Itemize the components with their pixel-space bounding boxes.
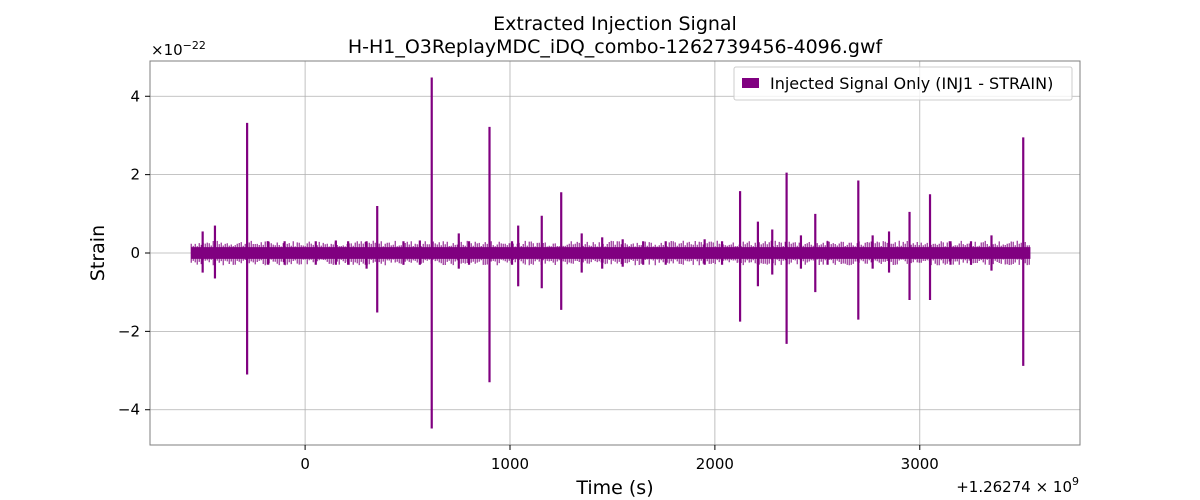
chart-title: Extracted Injection Signal [493, 13, 737, 35]
y-axis-ticks: −4 −2 0 2 4 [118, 87, 150, 419]
legend-label: Injected Signal Only (INJ1 - STRAIN) [770, 74, 1053, 93]
y-tick-label: 4 [130, 87, 140, 105]
x-offset-exponent: 9 [1072, 475, 1079, 488]
legend: Injected Signal Only (INJ1 - STRAIN) [733, 66, 1073, 101]
y-tick-label: −4 [118, 401, 140, 419]
x-tick-label: 2000 [696, 455, 734, 473]
series-injected-signal [190, 77, 1031, 429]
legend-swatch [742, 78, 759, 88]
x-offset-base: +1.26274 × 10 [956, 478, 1072, 496]
y-tick-label: 0 [130, 244, 140, 262]
y-axis-label: Strain [87, 225, 109, 281]
y-scale-exponent: −22 [183, 39, 206, 52]
x-tick-label: 0 [300, 455, 310, 473]
x-offset-label: +1.26274 × 109 [956, 475, 1079, 496]
svg-text:+1.26274 × 109: +1.26274 × 109 [956, 475, 1079, 496]
y-tick-label: 2 [130, 166, 140, 184]
legend-frame [733, 66, 1073, 101]
x-tick-label: 1000 [491, 455, 529, 473]
y-tick-label: −2 [118, 322, 140, 340]
svg-text:×10−22: ×10−22 [151, 39, 206, 59]
x-tick-label: 3000 [901, 455, 939, 473]
y-scale-label: ×10−22 [151, 39, 206, 59]
x-axis-ticks: 0 1000 2000 3000 [300, 445, 939, 473]
chart-subtitle: H-H1_O3ReplayMDC_iDQ_combo-1262739456-40… [348, 36, 884, 58]
y-scale-base: ×10 [151, 41, 183, 59]
x-axis-label: Time (s) [575, 477, 653, 499]
